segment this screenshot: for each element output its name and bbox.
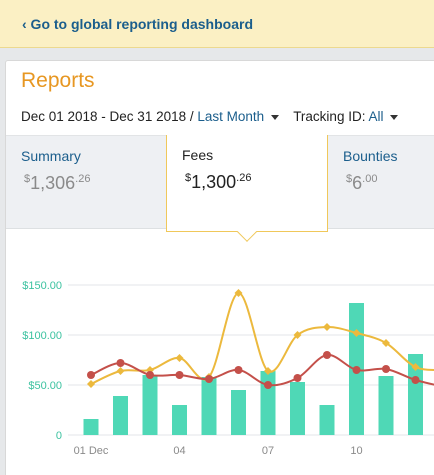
chart-bar: [290, 382, 305, 435]
line-point-yellow: [323, 323, 331, 331]
y-tick-label: $50.00: [28, 380, 62, 392]
line-point-yellow: [264, 367, 272, 375]
line-point-red: [323, 351, 331, 359]
line-point-red: [87, 371, 95, 379]
chart-bar: [408, 354, 423, 435]
chart-bar: [231, 390, 246, 435]
period-dropdown[interactable]: Last Month: [197, 109, 264, 124]
tracking-id-value: All: [368, 109, 384, 124]
reports-title: Reports: [21, 69, 95, 92]
line-point-red: [116, 359, 125, 367]
tab-fees-label: Fees: [182, 147, 214, 163]
tab-bounties[interactable]: Bounties $6.00: [328, 136, 434, 230]
tab-fees-value: $1,300.26: [185, 172, 252, 192]
chart-bar: [260, 371, 276, 435]
x-tick-label: 07: [262, 445, 274, 457]
tab-fees[interactable]: Fees $1,300.26: [166, 135, 328, 242]
tracking-id-dropdown[interactable]: Tracking ID: All: [293, 109, 383, 124]
earnings-tabs: Summary $1,306.26 Fees $1,300.26 Bountie…: [6, 135, 434, 242]
chart-bar: [172, 405, 187, 435]
line-point-yellow: [352, 329, 361, 337]
chart-bar: [83, 419, 99, 435]
line-point-yellow: [411, 363, 420, 371]
line-point-red: [146, 371, 154, 379]
tracking-id-prefix: Tracking ID:: [293, 109, 369, 124]
tab-summary-label: Summary: [21, 148, 81, 164]
line-point-red: [382, 365, 390, 373]
y-tick-label: 0: [56, 430, 62, 442]
line-point-yellow: [234, 289, 243, 297]
chart-bar: [113, 396, 128, 435]
date-separator: /: [186, 109, 198, 124]
line-point-yellow: [87, 380, 95, 388]
report-filters: Dec 01 2018 - Dec 31 2018 / Last Month Tr…: [21, 109, 412, 124]
chart-bar: [142, 375, 158, 435]
x-tick-label: 01 Dec: [74, 445, 109, 457]
line-point-red: [352, 366, 361, 374]
line-point-yellow: [382, 339, 390, 347]
period-caret-icon[interactable]: [271, 114, 280, 120]
y-tick-label: $100.00: [22, 330, 62, 342]
line-point-red: [175, 371, 184, 379]
line-point-red: [264, 381, 272, 389]
global-dashboard-link[interactable]: ‹ Go to global reporting dashboard: [22, 16, 253, 32]
date-range-text: Dec 01 2018 - Dec 31 2018: [21, 109, 187, 124]
reports-card: Reports Dec 01 2018 - Dec 31 2018 / Last…: [5, 60, 434, 475]
x-tick-label: 10: [350, 445, 362, 457]
line-point-red: [411, 376, 420, 384]
line-point-yellow: [175, 354, 184, 362]
line-point-red: [234, 366, 243, 374]
tab-bounties-value: $6.00: [346, 173, 378, 193]
tracking-caret-icon[interactable]: [390, 114, 399, 120]
line-point-yellow: [293, 331, 302, 339]
tab-summary-value: $1,306.26: [24, 173, 91, 193]
period-label: Last Month: [197, 109, 265, 124]
y-tick-label: $150.00: [22, 280, 62, 292]
line-point-yellow: [116, 367, 125, 375]
tab-bounties-label: Bounties: [343, 148, 398, 164]
chart-bar: [378, 376, 394, 435]
chart-bar: [201, 377, 217, 435]
line-point-red: [293, 374, 302, 382]
line-point-red: [205, 375, 213, 383]
global-dashboard-banner: ‹ Go to global reporting dashboard: [0, 0, 434, 48]
tab-summary[interactable]: Summary $1,306.26: [6, 136, 166, 230]
chart-bar: [319, 405, 335, 435]
x-tick-label: 04: [173, 445, 185, 457]
